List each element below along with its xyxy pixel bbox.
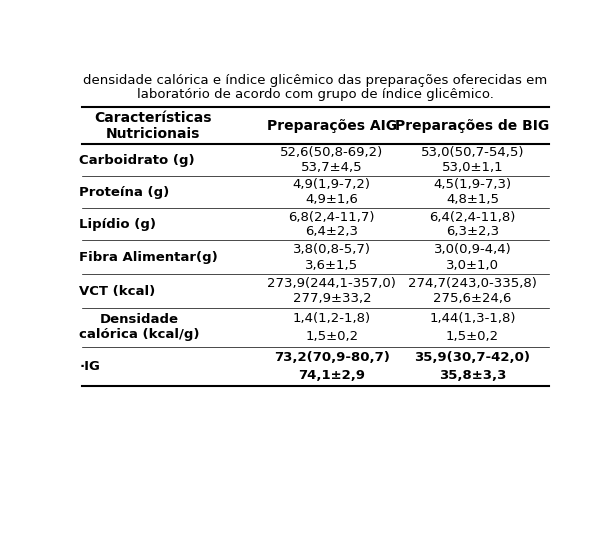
Text: 6,3±2,3: 6,3±2,3 [446, 225, 499, 238]
Text: Características
Nutricionais: Características Nutricionais [94, 111, 212, 141]
Text: densidade calórica e índice glicêmico das preparações oferecidas em: densidade calórica e índice glicêmico da… [83, 74, 547, 88]
Text: 3,0(0,9-4,4): 3,0(0,9-4,4) [434, 243, 511, 256]
Text: 52,6(50,8-69,2): 52,6(50,8-69,2) [280, 146, 384, 160]
Text: 274,7(243,0-335,8): 274,7(243,0-335,8) [408, 277, 537, 290]
Text: Densidade
calórica (kcal/g): Densidade calórica (kcal/g) [79, 313, 200, 341]
Text: 275,6±24,6: 275,6±24,6 [434, 292, 512, 305]
Text: ·IG: ·IG [79, 360, 100, 373]
Text: Preparações de BIG: Preparações de BIG [395, 119, 550, 133]
Text: 1,5±0,2: 1,5±0,2 [305, 330, 359, 343]
Text: 6,4(2,4-11,8): 6,4(2,4-11,8) [429, 210, 515, 224]
Text: 74,1±2,9: 74,1±2,9 [298, 369, 365, 382]
Text: Preparações AIG: Preparações AIG [267, 119, 397, 133]
Text: 53,0(50,7-54,5): 53,0(50,7-54,5) [421, 146, 524, 160]
Text: 35,9(30,7-42,0): 35,9(30,7-42,0) [415, 351, 531, 364]
Text: 4,9±1,6: 4,9±1,6 [306, 193, 359, 206]
Text: Proteína (g): Proteína (g) [79, 186, 170, 199]
Text: 1,44(1,3-1,8): 1,44(1,3-1,8) [429, 312, 516, 325]
Text: 53,0±1,1: 53,0±1,1 [442, 161, 503, 174]
Text: 4,5(1,9-7,3): 4,5(1,9-7,3) [434, 178, 512, 192]
Text: 3,0±1,0: 3,0±1,0 [446, 258, 499, 272]
Text: 6,8(2,4-11,7): 6,8(2,4-11,7) [288, 210, 375, 224]
Text: 1,4(1,2-1,8): 1,4(1,2-1,8) [293, 312, 371, 325]
Text: 53,7±4,5: 53,7±4,5 [301, 161, 363, 174]
Text: 3,6±1,5: 3,6±1,5 [305, 258, 359, 272]
Text: 73,2(70,9-80,7): 73,2(70,9-80,7) [274, 351, 390, 364]
Text: 35,8±3,3: 35,8±3,3 [438, 369, 506, 382]
Text: 6,4±2,3: 6,4±2,3 [306, 225, 359, 238]
Text: 277,9±33,2: 277,9±33,2 [293, 292, 371, 305]
Text: 4,8±1,5: 4,8±1,5 [446, 193, 499, 206]
Text: 273,9(244,1-357,0): 273,9(244,1-357,0) [268, 277, 396, 290]
Text: VCT (kcal): VCT (kcal) [79, 285, 156, 297]
Text: Lipídio (g): Lipídio (g) [79, 218, 156, 231]
Text: Carboidrato (g): Carboidrato (g) [79, 154, 195, 167]
Text: 1,5±0,2: 1,5±0,2 [446, 330, 499, 343]
Text: laboratório de acordo com grupo de índice glicêmico.: laboratório de acordo com grupo de índic… [137, 88, 494, 101]
Text: 3,8(0,8-5,7): 3,8(0,8-5,7) [293, 243, 371, 256]
Text: Fibra Alimentar(g): Fibra Alimentar(g) [79, 251, 218, 264]
Text: 4,9(1,9-7,2): 4,9(1,9-7,2) [293, 178, 371, 192]
